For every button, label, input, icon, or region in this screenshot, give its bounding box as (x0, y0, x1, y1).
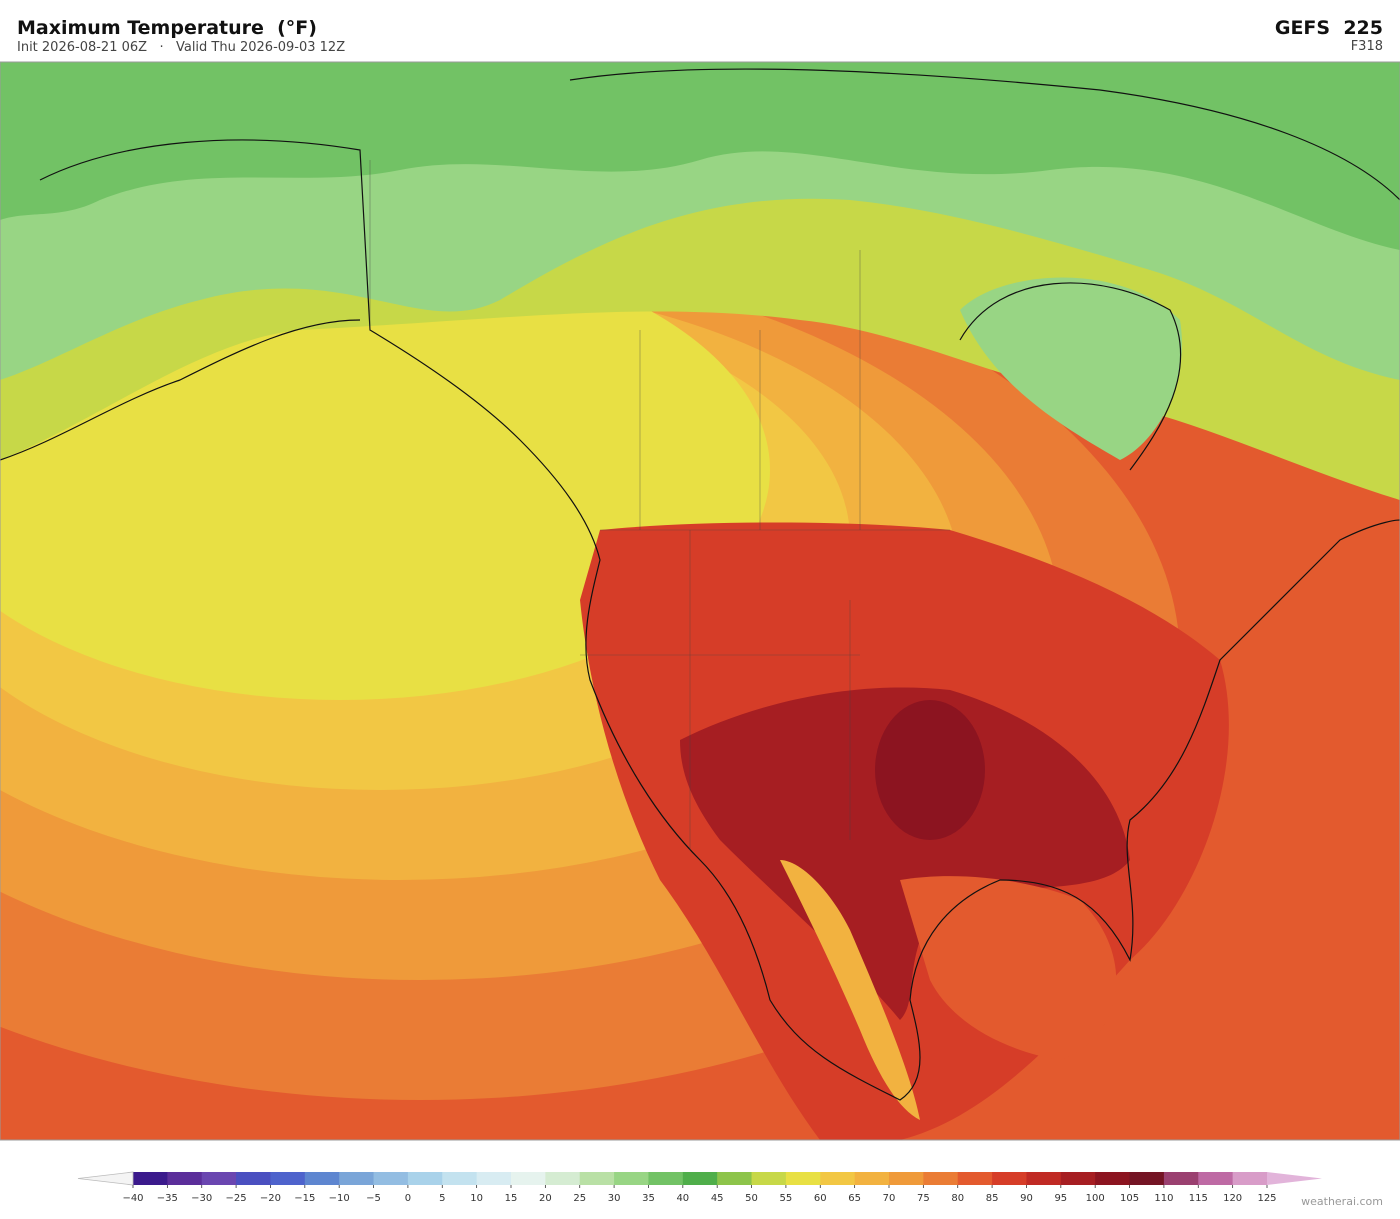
colorbar-tick-label: 55 (780, 1193, 793, 1204)
colorbar-over (1267, 1172, 1322, 1185)
colorbar-tick-label: −10 (329, 1193, 350, 1204)
title: Maximum Temperature (°F) (17, 17, 317, 39)
colorbar-segment (201, 1172, 237, 1185)
colorbar-segment (648, 1172, 684, 1185)
colorbar-segment (992, 1172, 1027, 1185)
colorbar-tick-label: 110 (1154, 1193, 1173, 1204)
colorbar-tick-label: 80 (951, 1193, 964, 1204)
colorbar-tick-label: 0 (405, 1193, 411, 1204)
subtitle: Init 2026-08-21 06Z · Valid Thu 2026-09-… (17, 40, 345, 55)
watermark: weatherai.com (1301, 1195, 1383, 1208)
colorbar-segment (1026, 1172, 1062, 1185)
colorbar-segment (923, 1172, 959, 1185)
colorbar-segment (545, 1172, 581, 1185)
colorbar-segment (270, 1172, 306, 1185)
colorbar-segment (1060, 1172, 1096, 1185)
colorbar-tick-label: 65 (848, 1193, 861, 1204)
colorbar-segment (511, 1172, 546, 1185)
colorbar-tick-label: 100 (1086, 1193, 1105, 1204)
colorbar-segment (476, 1172, 512, 1185)
colorbar-segment (1198, 1172, 1234, 1185)
colorbar-segment (442, 1172, 478, 1185)
colorbar-segment (785, 1172, 821, 1185)
colorbar-segment (1163, 1172, 1199, 1185)
colorbar-tick-label: 115 (1189, 1193, 1208, 1204)
colorbar-tick-label: 90 (1020, 1193, 1033, 1204)
colorbar-tick-label: 35 (642, 1193, 655, 1204)
colorbar-tick-label: −15 (294, 1193, 315, 1204)
colorbar-segment (579, 1172, 615, 1185)
map (0, 62, 1400, 1140)
colorbar-tick-label: 85 (986, 1193, 999, 1204)
colorbar-tick-label: 40 (676, 1193, 689, 1204)
map-frame (0, 61, 1400, 1141)
colorbar-segment (957, 1172, 993, 1185)
colorbar-tick-label: −35 (157, 1193, 178, 1204)
colorbar-tick-label: 120 (1223, 1193, 1242, 1204)
colorbar-segment (1129, 1172, 1165, 1185)
colorbar-tick-label: 50 (745, 1193, 758, 1204)
colorbar-tick-label: −5 (366, 1193, 381, 1204)
colorbar-segment (854, 1172, 890, 1185)
colorbar-segment (1095, 1172, 1131, 1185)
colorbar-segment (889, 1172, 924, 1185)
colorbar-tick-label: 75 (917, 1193, 930, 1204)
colorbar-tick-label: 45 (711, 1193, 724, 1204)
colorbar-segment (133, 1172, 168, 1185)
colorbar-tick-label: 30 (608, 1193, 621, 1204)
colorbar: −40 −35 −30 −25 −20 −15 −10 −5 0 5 10 15 20 25 30 35 40 4… (77, 1171, 1322, 1204)
colorbar-tick-label: −40 (122, 1193, 143, 1204)
colorbar-tick-label: 125 (1257, 1193, 1276, 1204)
colorbar-segment (236, 1172, 271, 1185)
colorbar-segment (717, 1172, 753, 1185)
colorbar-segment (682, 1172, 718, 1185)
colorbar-segment (1232, 1172, 1268, 1185)
colorbar-segment (751, 1172, 787, 1185)
colorbar-tick-label: 105 (1120, 1193, 1139, 1204)
colorbar-tick-label: 25 (573, 1193, 586, 1204)
colorbar-tick-label: −25 (226, 1193, 247, 1204)
colorbar-segment (820, 1172, 856, 1185)
model-label: GEFS 225 (1275, 17, 1383, 39)
colorbar-segment (614, 1172, 649, 1185)
colorbar-segment (339, 1172, 375, 1185)
colorbar-tick-label: −20 (260, 1193, 281, 1204)
colorbar-under (77, 1171, 134, 1186)
colorbar-segment (373, 1172, 409, 1185)
forecast-hour: F318 (1351, 39, 1383, 54)
colorbar-segment (304, 1172, 340, 1185)
colorbar-tick-label: 5 (439, 1193, 445, 1204)
colorbar-tick-label: 20 (539, 1193, 552, 1204)
colorbar-tick-label: 95 (1054, 1193, 1067, 1204)
colorbar-segment (407, 1172, 443, 1185)
colorbar-tick-label: 70 (883, 1193, 896, 1204)
colorbar-segment (167, 1172, 203, 1185)
colorbar-tick-label: 15 (505, 1193, 518, 1204)
colorbar-tick-label: 10 (470, 1193, 483, 1204)
colorbar-tick-label: 60 (814, 1193, 827, 1204)
colorbar-tick-label: −30 (191, 1193, 212, 1204)
